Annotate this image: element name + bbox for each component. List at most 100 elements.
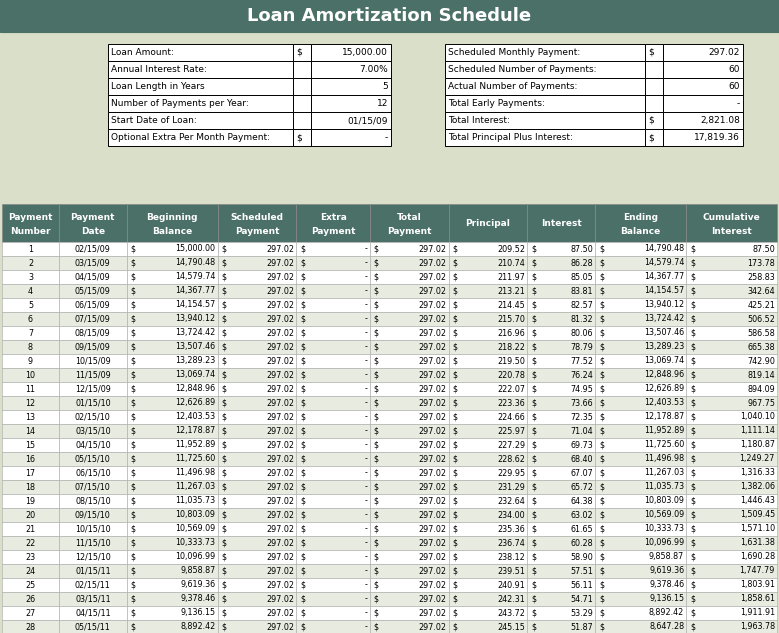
Bar — [217, 494, 297, 508]
Text: $: $ — [453, 342, 457, 351]
Bar — [293, 44, 311, 61]
Text: 69.73: 69.73 — [570, 441, 594, 449]
Bar — [595, 578, 686, 592]
Bar — [127, 578, 217, 592]
Text: $: $ — [453, 272, 457, 282]
Text: 25: 25 — [26, 580, 36, 589]
Text: 1,316.33: 1,316.33 — [740, 468, 775, 477]
Bar — [686, 284, 777, 298]
Text: $: $ — [131, 370, 136, 380]
Bar — [217, 452, 297, 466]
Text: $: $ — [453, 384, 457, 394]
Text: 297.02: 297.02 — [266, 244, 294, 253]
Text: 8,647.28: 8,647.28 — [649, 622, 684, 632]
Text: $: $ — [301, 482, 305, 491]
Bar — [527, 578, 595, 592]
Text: Date: Date — [81, 227, 105, 236]
Bar — [127, 564, 217, 578]
Text: $: $ — [599, 622, 605, 632]
Bar — [595, 396, 686, 410]
Text: $: $ — [599, 244, 605, 253]
Bar — [449, 494, 527, 508]
Text: 297.02: 297.02 — [266, 342, 294, 351]
Bar — [449, 620, 527, 633]
Bar — [217, 270, 297, 284]
Text: $: $ — [453, 329, 457, 337]
Text: $: $ — [374, 399, 379, 408]
Text: $: $ — [131, 482, 136, 491]
Text: 04/15/09: 04/15/09 — [75, 272, 111, 282]
Text: -: - — [365, 384, 368, 394]
Bar — [127, 480, 217, 494]
Text: Total Interest:: Total Interest: — [448, 116, 510, 125]
Text: Scheduled Number of Payments:: Scheduled Number of Payments: — [448, 65, 597, 74]
Text: 243.72: 243.72 — [498, 608, 525, 618]
Text: 297.02: 297.02 — [266, 454, 294, 463]
Bar — [686, 620, 777, 633]
Text: 11,952.89: 11,952.89 — [175, 441, 216, 449]
Text: 14,579.74: 14,579.74 — [175, 272, 216, 282]
Text: -: - — [365, 525, 368, 534]
Bar — [2, 438, 59, 452]
Text: $: $ — [374, 622, 379, 632]
Text: $: $ — [222, 567, 227, 575]
Bar — [595, 564, 686, 578]
Text: 297.02: 297.02 — [266, 553, 294, 561]
Bar — [127, 368, 217, 382]
Text: $: $ — [301, 272, 305, 282]
Bar — [297, 270, 370, 284]
Text: $: $ — [222, 384, 227, 394]
Text: $: $ — [374, 454, 379, 463]
Bar — [297, 564, 370, 578]
Text: 1,911.91: 1,911.91 — [740, 608, 775, 618]
Bar — [2, 368, 59, 382]
Text: 28: 28 — [26, 622, 36, 632]
Text: 7: 7 — [28, 329, 33, 337]
Text: 74.95: 74.95 — [570, 384, 594, 394]
Text: $: $ — [690, 553, 695, 561]
Text: $: $ — [690, 525, 695, 534]
Text: $: $ — [222, 258, 227, 268]
Text: $: $ — [374, 384, 379, 394]
Bar — [527, 204, 595, 242]
Text: Scheduled: Scheduled — [231, 213, 284, 222]
Text: $: $ — [690, 427, 695, 436]
Text: $: $ — [301, 301, 305, 310]
Bar — [297, 494, 370, 508]
Bar — [595, 410, 686, 424]
Bar — [645, 44, 663, 61]
Bar — [2, 536, 59, 550]
Bar — [449, 550, 527, 564]
Text: $: $ — [222, 272, 227, 282]
Bar — [59, 382, 127, 396]
Bar — [59, 578, 127, 592]
Text: $: $ — [531, 384, 537, 394]
Bar — [127, 256, 217, 270]
Text: 297.02: 297.02 — [418, 510, 446, 520]
Bar — [311, 129, 391, 146]
Bar — [527, 522, 595, 536]
Bar — [527, 410, 595, 424]
Text: 297.02: 297.02 — [266, 272, 294, 282]
Bar — [217, 396, 297, 410]
Text: Beginning: Beginning — [146, 213, 198, 222]
Bar — [293, 78, 311, 95]
Text: 1,382.06: 1,382.06 — [740, 482, 775, 491]
Text: 297.02: 297.02 — [266, 370, 294, 380]
Text: 11,267.03: 11,267.03 — [175, 482, 216, 491]
Text: -: - — [365, 496, 368, 506]
Text: 10,803.09: 10,803.09 — [175, 510, 216, 520]
Bar — [527, 480, 595, 494]
Bar — [297, 284, 370, 298]
Text: 10,569.09: 10,569.09 — [644, 510, 684, 520]
Text: 297.02: 297.02 — [266, 399, 294, 408]
Text: 1,963.78: 1,963.78 — [740, 622, 775, 632]
Bar — [127, 242, 217, 256]
Bar — [370, 480, 449, 494]
Text: 297.02: 297.02 — [418, 399, 446, 408]
Bar — [127, 382, 217, 396]
Bar — [686, 438, 777, 452]
Text: $: $ — [301, 468, 305, 477]
Text: -: - — [365, 315, 368, 323]
Text: $: $ — [131, 315, 136, 323]
